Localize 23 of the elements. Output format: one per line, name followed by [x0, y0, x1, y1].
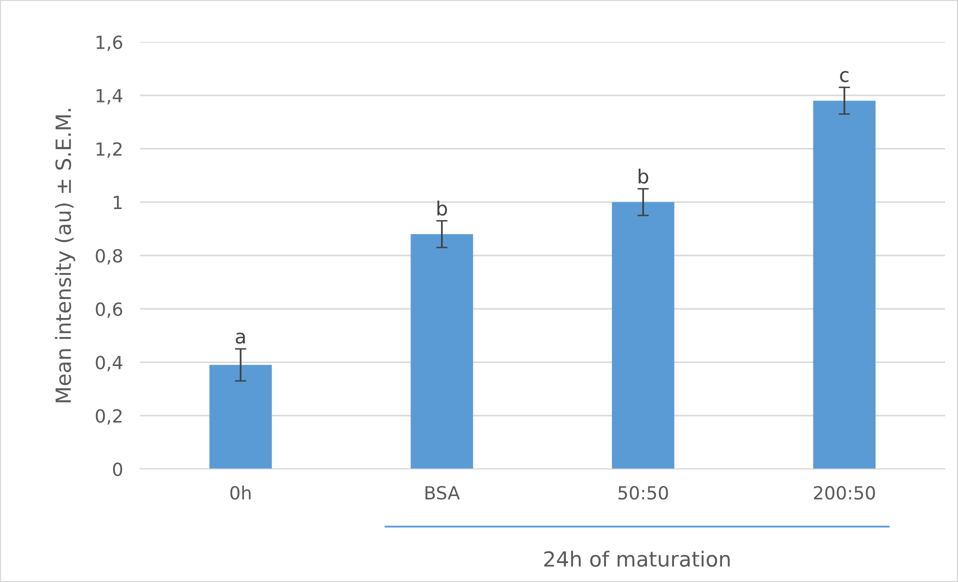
y-tick-label: 0,8 [96, 248, 122, 264]
annotation: b [437, 200, 447, 216]
bar [813, 100, 876, 469]
bar [612, 202, 674, 469]
y-tick-label: 0,2 [96, 409, 122, 425]
annotation: c [840, 71, 849, 82]
x-axis-title: 24h of maturation [544, 550, 730, 567]
y-axis-title: Mean intensity (au) ± S.E.M. [55, 109, 76, 402]
bar [410, 234, 474, 469]
y-tick-label: 1 [114, 196, 122, 209]
y-tick-label: 0,6 [96, 302, 122, 318]
y-tick-label: 1,4 [96, 89, 122, 104]
y-tick-label: 1,6 [96, 35, 122, 51]
x-tick-label: BSA [426, 486, 460, 500]
y-tick-label: 0,4 [96, 356, 122, 372]
annotation: a [236, 332, 245, 344]
bar [209, 364, 272, 469]
annotation: b [638, 168, 648, 184]
x-tick-label: 50:50 [618, 486, 668, 500]
x-tick-label: 200:50 [814, 486, 875, 500]
y-tick-label: 1,2 [96, 142, 122, 158]
y-tick-label: 0 [113, 462, 122, 476]
x-tick-label: 0h [230, 486, 251, 500]
